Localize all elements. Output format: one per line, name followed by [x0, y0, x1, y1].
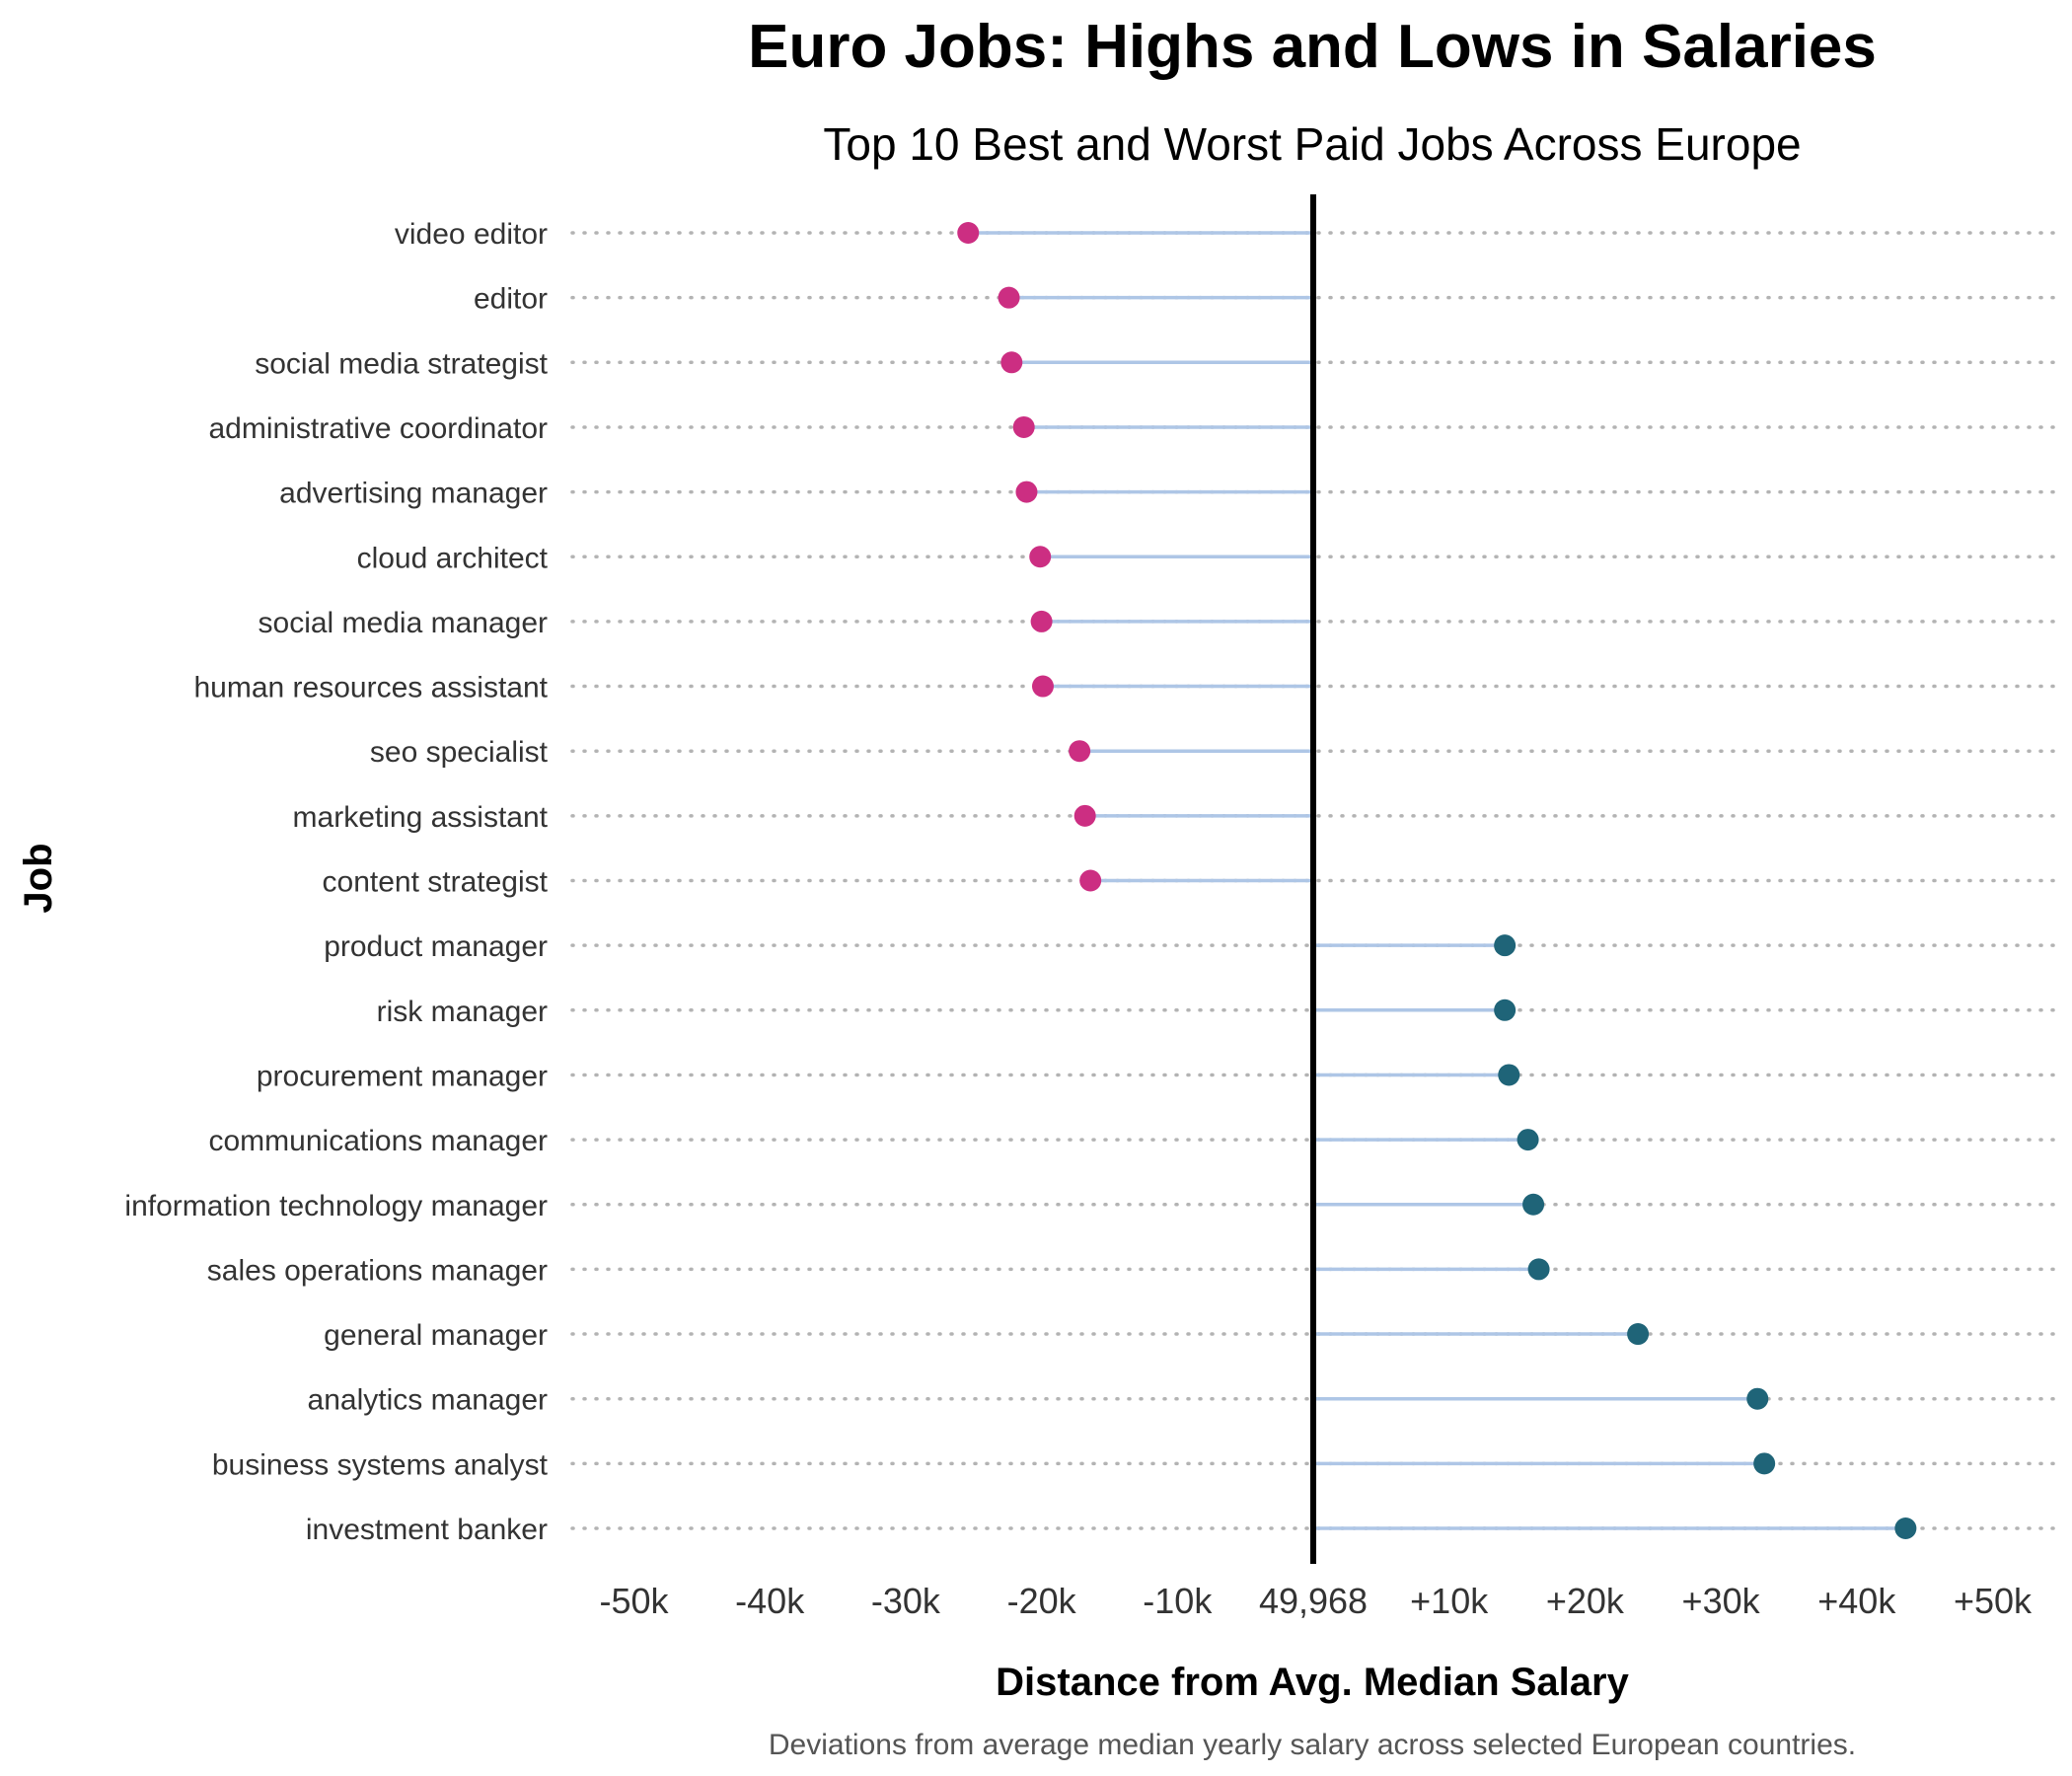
y-axis-title: Job — [17, 843, 60, 913]
chart-subtitle: Top 10 Best and Worst Paid Jobs Across E… — [823, 118, 1801, 170]
x-tick-label: +40k — [1817, 1581, 1896, 1621]
y-axis-category-labels: video editor editor social media strategis… — [124, 218, 548, 1546]
lollipop-point — [1000, 351, 1023, 374]
category-label: business systems analyst — [212, 1448, 549, 1481]
x-tick-label: -20k — [1007, 1581, 1077, 1621]
lollipop-point — [957, 222, 980, 244]
lollipop-point — [1079, 869, 1102, 892]
category-label: seo specialist — [370, 736, 549, 769]
x-axis-tick-labels: -50k -40k -30k -20k -10k 49,968 +10k +20k +30k +4… — [599, 1581, 2033, 1621]
category-label: general manager — [324, 1319, 548, 1352]
lollipop-point — [1527, 1258, 1550, 1281]
lollipop-point — [1012, 415, 1035, 438]
lollipop-point — [1030, 610, 1053, 632]
x-tick-label: +20k — [1546, 1581, 1625, 1621]
category-label: marketing assistant — [293, 801, 549, 834]
lollipop-points — [957, 222, 1917, 1539]
x-tick-label: -40k — [735, 1581, 805, 1621]
grid-lines — [570, 231, 2059, 1530]
category-label: sales operations manager — [207, 1254, 548, 1287]
category-label: communications manager — [209, 1125, 549, 1157]
lollipop-point — [1069, 740, 1091, 763]
lollipop-point — [998, 286, 1020, 309]
lollipop-point — [1029, 546, 1052, 568]
x-axis-title: Distance from Avg. Median Salary — [996, 1661, 1629, 1704]
lollipop-stems — [968, 231, 1906, 1530]
category-label: product manager — [324, 930, 548, 963]
category-label: social media manager — [259, 607, 548, 639]
category-label: advertising manager — [279, 478, 548, 510]
x-tick-label: -10k — [1143, 1581, 1213, 1621]
category-label: risk manager — [377, 996, 548, 1028]
lollipop-point — [1522, 1193, 1545, 1216]
category-label: human resources assistant — [193, 672, 548, 704]
chart-caption: Deviations from average median yearly sa… — [769, 1729, 1856, 1761]
category-label: investment banker — [306, 1514, 548, 1546]
lollipop-point — [1498, 1064, 1520, 1086]
category-label: editor — [474, 283, 548, 316]
x-tick-label: -30k — [871, 1581, 941, 1621]
lollipop-point — [1031, 675, 1054, 698]
category-label: cloud architect — [357, 542, 549, 574]
x-tick-label: 49,968 — [1259, 1581, 1368, 1621]
lollipop-point — [1494, 999, 1517, 1021]
category-label: video editor — [395, 218, 548, 251]
category-label: analytics manager — [308, 1384, 548, 1417]
category-label: social media strategist — [255, 347, 548, 380]
category-label: procurement manager — [257, 1060, 548, 1092]
x-tick-label: -50k — [599, 1581, 669, 1621]
x-tick-label: +30k — [1682, 1581, 1761, 1621]
lollipop-point — [1894, 1517, 1917, 1539]
lollipop-point — [1753, 1452, 1776, 1475]
lollipop-point — [1517, 1129, 1539, 1151]
category-label: administrative coordinator — [209, 412, 549, 445]
lollipop-point — [1073, 804, 1096, 827]
lollipop-point — [1494, 934, 1517, 957]
category-label: information technology manager — [124, 1190, 548, 1222]
lollipop-point — [1746, 1387, 1769, 1410]
lollipop-point — [1015, 481, 1038, 503]
x-tick-label: +50k — [1954, 1581, 2033, 1621]
category-label: content strategist — [323, 866, 549, 899]
x-tick-label: +10k — [1410, 1581, 1489, 1621]
lollipop-point — [1627, 1323, 1650, 1346]
chart-title: Euro Jobs: Highs and Lows in Salaries — [748, 13, 1877, 81]
